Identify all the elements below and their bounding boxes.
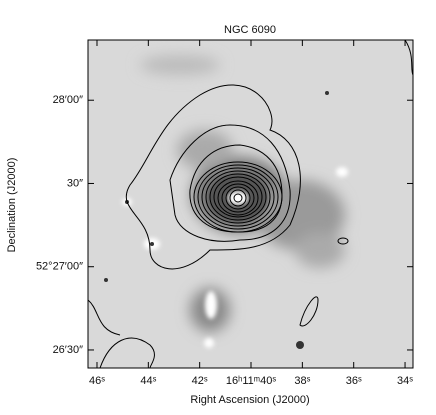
- y-tick-label: 52°27′00″: [36, 261, 83, 273]
- x-axis-label: Right Ascension (J2000): [190, 394, 309, 406]
- x-tick-label: 36ˢ: [346, 375, 362, 387]
- x-tick-label: 42ˢ: [192, 375, 208, 387]
- x-tick-label: 46ˢ: [89, 375, 105, 387]
- y-tick-label: 26′30″: [53, 344, 84, 356]
- chart-title: NGC 6090: [224, 24, 276, 36]
- x-tick-label: 38ˢ: [294, 375, 310, 387]
- x-tick-label: 16ʰ11ᵐ40ˢ: [226, 375, 276, 387]
- plot-frame: [87, 39, 414, 369]
- sky-image: [88, 40, 413, 368]
- contours: [88, 40, 413, 368]
- y-tick-label: 28′00″: [53, 94, 84, 106]
- y-axis-label: Declination (J2000): [6, 158, 18, 253]
- y-tick-label: 30″: [67, 177, 83, 189]
- x-tick-label: 44ˢ: [140, 375, 156, 387]
- x-tick-label: 34ˢ: [397, 375, 413, 387]
